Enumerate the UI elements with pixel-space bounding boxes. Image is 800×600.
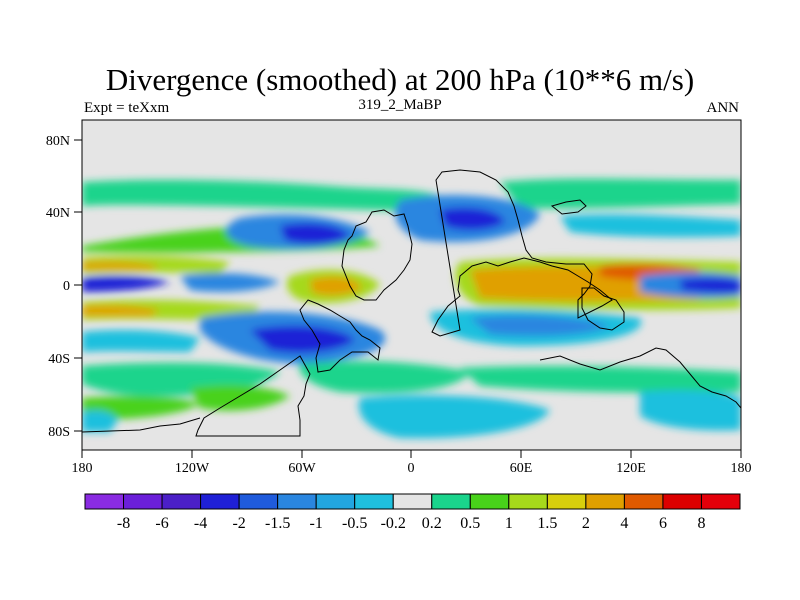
x-tick-label: 60W xyxy=(288,461,316,476)
colorbar-label: -4 xyxy=(194,515,207,532)
antarctica-coast xyxy=(82,417,201,433)
colorbar-swatch xyxy=(354,493,394,510)
colorbar-label: 1.5 xyxy=(537,515,557,532)
colorbar-swatch xyxy=(546,493,587,510)
y-axis: 80N 40N 0 40S 80S xyxy=(46,134,82,440)
colorbar-swatch xyxy=(508,493,548,510)
south-america-tip xyxy=(195,355,311,437)
coastlines xyxy=(82,169,741,437)
center-subtitle: 319_2_MaBP xyxy=(358,97,442,113)
contour-fills xyxy=(82,178,741,439)
colorbar-label: 8 xyxy=(697,515,705,532)
colorbar-swatch xyxy=(277,493,317,510)
colorbar-label: -0.5 xyxy=(342,515,367,532)
maritime-continent xyxy=(581,287,625,331)
x-tick-label: 60E xyxy=(510,461,533,476)
y-tick-label: 40N xyxy=(46,206,70,221)
x-tick-label: 120W xyxy=(175,461,210,476)
divergence-field xyxy=(82,120,741,450)
colorbar-swatch xyxy=(200,493,240,510)
colorbar-label: -1.5 xyxy=(265,515,290,532)
colorbar-label: -6 xyxy=(155,515,168,532)
colorbar-label: 0.2 xyxy=(422,515,442,532)
colorbar-swatch xyxy=(662,493,702,510)
x-tick-label: 0 xyxy=(408,461,415,476)
colorbar-swatch xyxy=(315,493,356,510)
eurasia-africa-coast xyxy=(431,169,613,337)
colorbar-label: 4 xyxy=(620,515,628,532)
colorbar-swatch xyxy=(84,493,125,510)
colorbar-swatch xyxy=(238,493,279,510)
map-title: Divergence (smoothed) at 200 hPa (10**6 … xyxy=(105,62,695,97)
y-tick-label: 40S xyxy=(48,352,70,367)
x-tick-label: 180 xyxy=(72,461,93,476)
colorbar-label: 1 xyxy=(505,515,513,532)
colorbar-label: 0.5 xyxy=(460,515,480,532)
right-subtitle: ANN xyxy=(706,100,740,116)
colorbar-swatch xyxy=(700,493,741,510)
australia-antarctica-coast xyxy=(539,347,741,409)
colorbar-label: -0.2 xyxy=(381,515,406,532)
north-america-coast xyxy=(341,209,413,301)
y-tick-label: 80S xyxy=(48,425,70,440)
colorbar-label: -8 xyxy=(117,515,130,532)
colorbar-swatch xyxy=(623,493,664,510)
x-tick-label: 180 xyxy=(731,461,752,476)
x-axis: 180 120W 60W 0 60E 120E 180 xyxy=(72,450,752,476)
south-america-coast xyxy=(299,299,381,373)
east-asia-coast xyxy=(550,199,587,215)
y-tick-label: 0 xyxy=(63,279,70,294)
left-subtitle: Expt = teXxm xyxy=(84,100,170,116)
colorbar-label: 2 xyxy=(582,515,590,532)
colorbar-swatch xyxy=(431,493,471,510)
colorbar: -8 -6 -4 -2 -1.5 -1 -0.5 -0.2 0.2 0.5 1 1.5 2 4 6 8 xyxy=(84,493,741,532)
colorbar-label: -2 xyxy=(232,515,245,532)
y-tick-label: 80N xyxy=(46,134,70,149)
colorbar-label: 6 xyxy=(659,515,667,532)
x-tick-label: 120E xyxy=(616,461,646,476)
colorbar-swatch xyxy=(161,493,202,510)
colorbar-swatch xyxy=(123,493,163,510)
colorbar-label: -1 xyxy=(310,515,323,532)
colorbar-swatch xyxy=(392,493,433,510)
colorbar-swatch xyxy=(585,493,625,510)
colorbar-swatch xyxy=(469,493,510,510)
